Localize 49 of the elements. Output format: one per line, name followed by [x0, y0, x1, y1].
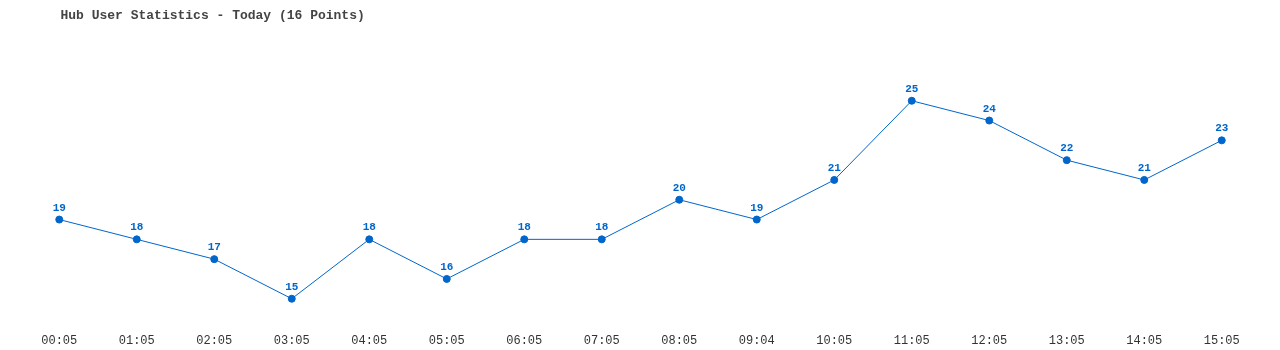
chart-title: Hub User Statistics - Today (16 Points)	[60, 7, 365, 23]
data-label: 19	[750, 201, 764, 214]
point	[132, 235, 141, 244]
data-label: 18	[517, 221, 532, 234]
x-tick-label: 09:04	[738, 333, 775, 348]
x-tick-label: 12:05	[971, 333, 1008, 348]
x-tick-label: 10:05	[816, 333, 853, 348]
data-label: 18	[130, 221, 144, 234]
data-label: 15	[285, 280, 299, 293]
data-label: 17	[207, 241, 221, 254]
data-label: 18	[362, 221, 377, 234]
point	[365, 235, 374, 244]
x-tick-label: 07:05	[583, 333, 620, 348]
point	[287, 294, 296, 303]
point	[55, 215, 64, 224]
point	[1062, 156, 1071, 165]
x-tick-label: 08:05	[661, 333, 698, 348]
point	[830, 175, 839, 184]
point	[442, 274, 451, 283]
x-tick-label: 14:05	[1126, 333, 1163, 348]
data-label: 22	[1060, 142, 1074, 155]
point	[675, 195, 684, 204]
point	[907, 96, 916, 105]
data-label: 21	[1137, 161, 1152, 174]
x-tick-label: 06:05	[506, 333, 543, 348]
x-tick-label: 11:05	[893, 333, 930, 348]
data-label: 19	[52, 201, 66, 214]
point	[597, 235, 606, 244]
point	[520, 235, 529, 244]
point	[752, 215, 761, 224]
data-label: 21	[827, 161, 842, 174]
x-tick-label: 15:05	[1203, 333, 1240, 348]
x-tick-label: 05:05	[428, 333, 465, 348]
x-tick-label: 13:05	[1048, 333, 1085, 348]
x-tick-label: 03:05	[273, 333, 310, 348]
point	[210, 255, 219, 264]
x-tick-label: 01:05	[118, 333, 155, 348]
x-tick-label: 00:05	[41, 333, 78, 348]
point	[985, 116, 994, 125]
point	[1140, 175, 1149, 184]
data-label: 20	[672, 181, 686, 194]
data-label: 18	[595, 221, 609, 234]
data-label: 23	[1215, 122, 1229, 135]
data-label: 16	[440, 260, 454, 273]
data-label: 25	[905, 82, 919, 95]
x-tick-label: 04:05	[351, 333, 388, 348]
x-tick-label: 02:05	[196, 333, 233, 348]
data-label: 24	[982, 102, 997, 115]
point	[1217, 136, 1226, 145]
